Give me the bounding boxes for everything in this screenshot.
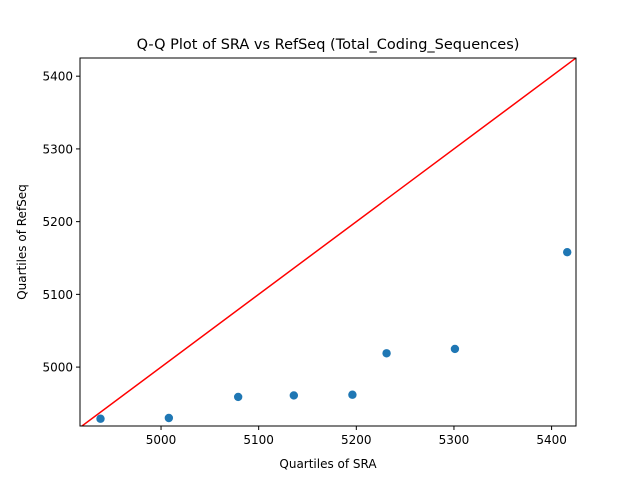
data-point bbox=[164, 413, 174, 423]
y-tick-label: 5000 bbox=[42, 361, 73, 375]
data-point bbox=[348, 390, 357, 399]
y-axis-label: Quartiles of RefSeq bbox=[15, 184, 29, 300]
y-tick-label: 5200 bbox=[42, 215, 73, 229]
plot-area: 5000 5100 5200 5300 5400 5000 5100 5200 5300 5400 bbox=[42, 57, 577, 447]
data-point bbox=[289, 391, 299, 400]
x-tick-label: 5200 bbox=[341, 433, 372, 447]
data-point bbox=[382, 349, 391, 358]
data-point bbox=[563, 247, 572, 257]
x-tick-label: 5100 bbox=[243, 433, 274, 447]
chart-title: Q-Q Plot of SRA vs RefSeq (Total_Coding_… bbox=[137, 37, 520, 53]
y-tick-label: 5100 bbox=[42, 288, 73, 302]
data-point bbox=[450, 344, 460, 354]
y-tick-label: 5400 bbox=[42, 70, 73, 84]
data-point bbox=[96, 414, 105, 423]
data-point bbox=[233, 392, 243, 402]
x-tick-label: 5400 bbox=[536, 433, 567, 447]
y-tick-label: 5300 bbox=[42, 142, 73, 156]
reference-line bbox=[80, 58, 576, 426]
axes-frame bbox=[79, 57, 577, 427]
x-tick-label: 5000 bbox=[146, 433, 177, 447]
x-axis-label: Quartiles of SRA bbox=[279, 457, 377, 471]
x-tick-label: 5300 bbox=[439, 433, 470, 447]
